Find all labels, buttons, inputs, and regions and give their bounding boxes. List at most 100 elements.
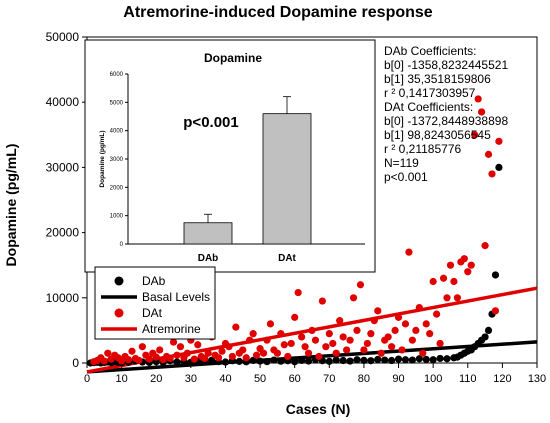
dat-point [169,338,178,346]
dab-point [367,357,375,365]
legend-marker [114,276,124,286]
annotation-line: r ² 0,1417303957 [384,86,476,100]
dat-point [263,336,271,344]
dab-point [346,357,354,365]
dat-point [363,339,371,348]
main-title: Atremorine-induced Dopamine response [123,4,432,21]
dab-point [394,355,403,363]
main-y-tick-label: 20000 [46,226,80,240]
inset-bar-dab [183,222,233,245]
dab-point [360,356,368,364]
dat-point [246,336,254,344]
dat-point [322,343,330,351]
legend-label: Basal Levels [142,290,210,304]
dab-point [298,356,306,364]
dat-point [253,351,261,359]
dat-point [443,294,451,302]
dat-point [173,351,181,359]
main-y-tick-label: 40000 [46,95,80,109]
dat-point [474,95,482,103]
inset-category-label: DAb [198,253,219,264]
main-x-tick-label: 80 [358,373,370,385]
dat-point [242,354,250,362]
main-x-ticks: 0 10 20 30 40 50 60 70 80 90 100 110 120 130 [84,363,546,385]
inset-y-tick-label: 0 [120,242,124,248]
main-x-tick-label: 120 [493,373,511,385]
main-x-tick-label: 130 [528,373,546,385]
dat-point [100,357,108,365]
dat-point [214,354,223,362]
main-y-axis-label: Dopamine (pg/mL) [3,144,19,267]
dat-point [273,349,281,357]
dat-point [201,354,209,363]
inset-y-tick-label: 6000 [110,72,124,78]
dat-point [370,317,378,325]
dat-point [104,349,112,357]
dat-point [277,330,285,338]
dab-point [339,356,347,365]
dat-point [204,349,212,357]
dat-point [329,339,337,348]
dab-point [221,358,230,366]
annotation-line: r ² 0,21185776 [384,142,461,156]
main-y-tick-label: 30000 [46,160,80,174]
dat-point [190,355,198,363]
dab-point [388,356,396,365]
inset-p-value: p<0.001 [183,114,238,131]
dat-point [346,336,354,344]
dat-point [495,137,503,145]
dat-point [349,294,358,302]
inset-bar-dat [262,113,312,245]
annotation-line: N=119 [384,156,419,170]
dat-point [401,320,410,328]
dat-point [145,355,153,363]
legend-marker [114,308,124,318]
main-chart: Atremorine-induced Dopamine response 0 10… [3,4,546,417]
dab-point [481,333,489,341]
dat-point [249,330,257,338]
dab-point [491,271,500,279]
regression-annotation: DAb Coefficients:b[0] -1358,8232445521b[… [384,44,508,184]
dat-point [356,281,365,289]
dab-point [277,357,285,365]
dat-point [259,349,268,357]
dat-point [128,347,136,355]
dat-point [301,343,309,351]
dat-point [446,261,455,269]
dab-point [325,357,333,365]
main-y-tick-label: 50000 [46,30,80,44]
dab-point [256,357,264,365]
dat-point [422,320,430,328]
dat-point [491,307,500,315]
dat-point [391,326,399,334]
dat-point [194,341,202,349]
dab-point [173,358,181,366]
dab-point [353,356,361,364]
main-y-tick-label: 0 [72,356,79,370]
dat-point [481,242,489,250]
main-y-tick-label: 10000 [46,291,80,305]
dat-point [464,268,472,276]
dat-point [394,313,403,321]
main-x-tick-label: 110 [459,373,477,385]
inset-y-tick-label: 4000 [110,129,124,135]
main-x-tick-label: 0 [84,373,90,385]
dat-point [439,274,448,282]
legend-label: Atremorine [142,322,201,336]
dat-point [429,277,437,286]
dat-point [291,313,299,321]
dab-point [495,163,503,171]
dab-point [422,355,430,364]
dat-point [412,326,420,334]
dat-point [232,323,240,331]
dat-point [467,261,475,269]
main-series-layer [86,95,538,374]
dab-point [208,356,216,364]
main-x-tick-label: 50 [254,373,266,385]
dat-point [156,346,164,354]
annotation-line: DAt Coefficients: [384,100,473,114]
annotation-line: b[1] 98,8243056545 [384,128,491,142]
dat-point [377,349,385,357]
dab-point [436,354,444,363]
dat-point [294,288,302,297]
